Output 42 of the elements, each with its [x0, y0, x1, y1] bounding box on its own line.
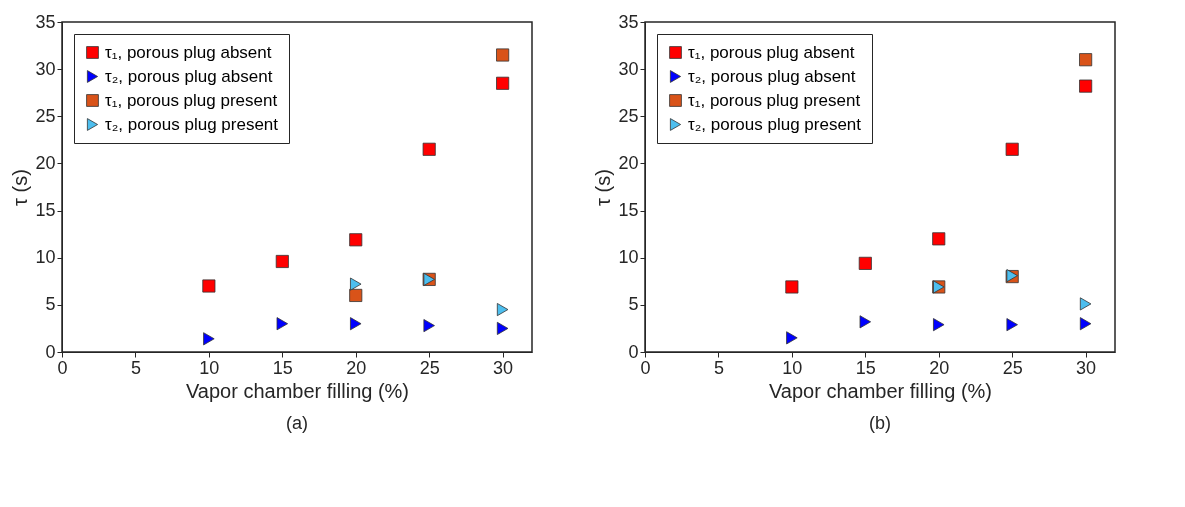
- y-tick-label: 30: [35, 58, 56, 79]
- legend-label: τ₂, porous plug present: [105, 114, 279, 134]
- x-tick-label: 10: [782, 357, 803, 378]
- x-tick-label: 10: [199, 357, 220, 378]
- x-tick-label: 20: [346, 357, 367, 378]
- y-tick-label: 0: [628, 341, 639, 362]
- x-tick-label: 5: [130, 357, 141, 378]
- y-tick-label: 5: [628, 294, 639, 315]
- y-tick-label: 0: [45, 341, 56, 362]
- y-tick-label: 25: [35, 105, 56, 126]
- y-tick-label: 20: [35, 152, 56, 173]
- y-tick-label: 35: [618, 11, 639, 32]
- y-axis-title: τ (s): [592, 169, 615, 206]
- x-axis-title: Vapor chamber filling (%): [185, 379, 410, 402]
- y-tick-label: 35: [35, 11, 56, 32]
- y-tick-label: 20: [618, 152, 639, 173]
- x-tick-label: 15: [855, 357, 876, 378]
- text: (b): [869, 413, 891, 433]
- x-tick-label: 25: [1002, 357, 1023, 378]
- legend-label: τ₂, porous plug absent: [688, 66, 856, 86]
- x-tick-label: 20: [929, 357, 950, 378]
- x-tick-label: 5: [713, 357, 724, 378]
- x-tick-label: 15: [272, 357, 293, 378]
- y-axis-title: τ (s): [9, 169, 32, 206]
- y-tick-label: 30: [618, 58, 639, 79]
- text: (a): [286, 413, 308, 433]
- x-tick-label: 30: [493, 357, 514, 378]
- x-tick-label: 25: [419, 357, 440, 378]
- y-tick-label: 25: [618, 105, 639, 126]
- x-axis-title: Vapor chamber filling (%): [768, 379, 993, 402]
- x-tick-label: 30: [1076, 357, 1097, 378]
- y-tick-label: 10: [35, 247, 56, 268]
- y-tick-label: 15: [35, 200, 56, 221]
- legend-label: τ₁, porous plug absent: [105, 42, 272, 62]
- legend-label: τ₂, porous plug absent: [105, 66, 273, 86]
- y-tick-label: 15: [618, 200, 639, 221]
- legend-label: τ₁, porous plug absent: [688, 42, 855, 62]
- y-tick-label: 10: [618, 247, 639, 268]
- legend-label: τ₁, porous plug present: [688, 90, 861, 110]
- y-tick-label: 5: [45, 294, 56, 315]
- legend-label: τ₂, porous plug present: [688, 114, 862, 134]
- legend-label: τ₁, porous plug present: [105, 90, 278, 110]
